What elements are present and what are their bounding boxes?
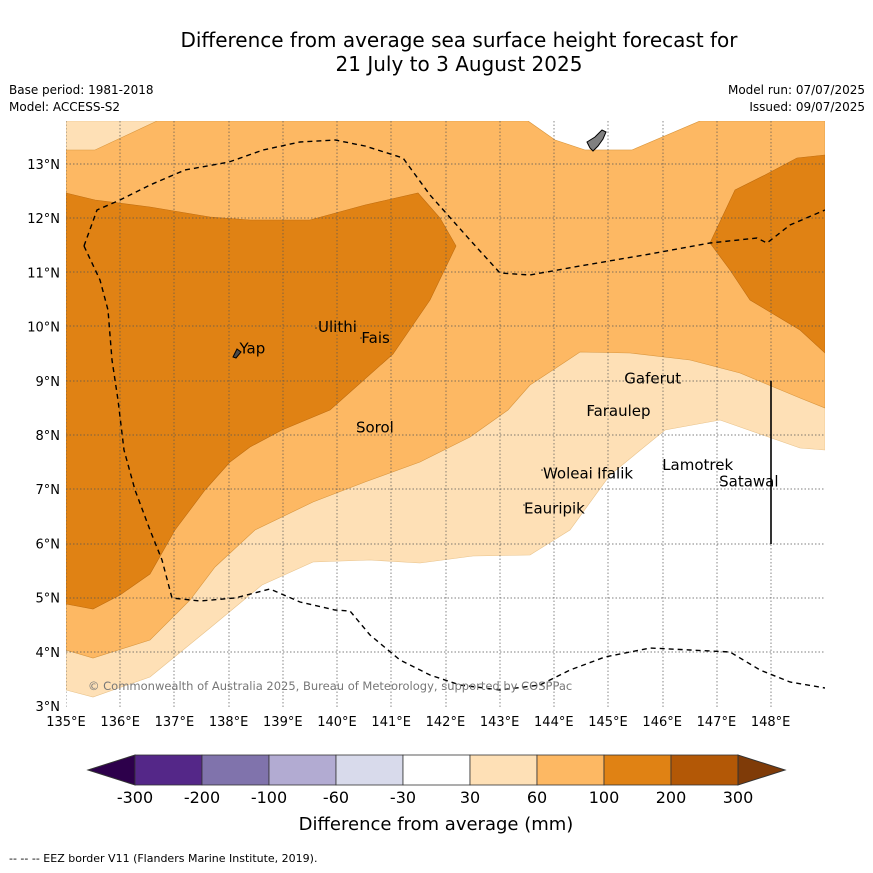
lon-tick-label: 145°E [588, 715, 628, 730]
colorbar: -300 -200 -100 -60 -30 30 60 100 200 300 Differen… [86, 754, 787, 835]
lon-tick-label: 140°E [317, 715, 357, 730]
lat-tick-label: 13°N [27, 158, 60, 173]
colorbar-bin [402, 754, 471, 786]
lat-tick-label: 4°N [36, 646, 61, 661]
meta-left: Base period: 1981-2018 Model: ACCESS-S2 [9, 82, 154, 116]
yap-island [232, 348, 242, 359]
place-label: Yap [238, 340, 265, 358]
contour-band-100-200-west [66, 192, 457, 610]
sorol-marker [357, 427, 359, 429]
faraulep-marker [589, 407, 591, 409]
lat-tick-label: 10°N [27, 321, 60, 336]
base-period: Base period: 1981-2018 [9, 83, 154, 97]
lon-tick-label: 139°E [263, 715, 303, 730]
colorbar-bin [670, 754, 739, 786]
colorbar-tick-label: 100 [589, 788, 620, 807]
colorbar-tick-label: -60 [323, 788, 349, 807]
latitude-axis: 13°N 12°N 11°N 10°N 9°N 8°N 7°N 6°N 5°N 4°N 3°N [27, 158, 60, 715]
title-line-2: 21 July to 3 August 2025 [335, 52, 583, 76]
graticule [66, 121, 825, 707]
place-label: Satawal [719, 472, 778, 490]
lat-tick-label: 12°N [27, 212, 60, 227]
lon-tick-label: 142°E [426, 715, 466, 730]
colorbar-tick-label: -300 [117, 788, 153, 807]
colorbar-bin [335, 754, 404, 786]
colorbar-bin [268, 754, 337, 786]
model-name: Model: ACCESS-S2 [9, 100, 121, 114]
eez-border-line [83, 139, 825, 276]
woleai-marker [544, 469, 546, 471]
eez-legend-note: -- -- -- EEZ border V11 (Flanders Marine… [9, 852, 318, 865]
place-label: Woleai [543, 464, 593, 482]
satawal-marker [719, 481, 721, 483]
lon-tick-label: 141°E [371, 715, 411, 730]
lat-tick-label: 8°N [36, 429, 61, 444]
fais-marker [360, 337, 362, 339]
place-label: Gaferut [624, 370, 681, 388]
lamotrek-marker [663, 465, 665, 467]
lat-tick-label: 9°N [36, 375, 61, 390]
colorbar-bin [603, 754, 672, 786]
lon-tick-label: 138°E [209, 715, 249, 730]
colorbar-ticks: -300 -200 -100 -60 -30 30 60 100 200 300 [117, 788, 753, 807]
place-label: Faraulep [586, 402, 650, 420]
colorbar-bin [536, 754, 605, 786]
place-label: Lamotrek [662, 456, 733, 474]
place-label: Sorol [356, 418, 394, 436]
ifalik-marker [598, 472, 600, 474]
lat-tick-label: 5°N [36, 592, 61, 607]
map-title: Difference from average sea surface heig… [0, 28, 873, 76]
woleai-marker [541, 469, 543, 471]
colorbar-tick-label: -200 [184, 788, 220, 807]
lon-tick-label: 143°E [480, 715, 520, 730]
colorbar-tick-label: -30 [390, 788, 416, 807]
lon-tick-label: 144°E [534, 715, 574, 730]
lat-tick-label: 11°N [27, 266, 60, 281]
longitude-axis: 135°E 136°E 137°E 138°E 139°E 140°E 141°E 142°E… [46, 715, 790, 730]
colorbar-bin [201, 754, 270, 786]
contour-band-100-200-east [709, 154, 825, 354]
colorbar-extend-min [86, 754, 136, 786]
place-label: Ulithi [318, 318, 357, 336]
place-label: Eauripik [524, 500, 585, 518]
place-label: Fais [361, 329, 390, 347]
colorbar-extend-max [737, 754, 787, 786]
colorbar-bin [469, 754, 538, 786]
colorbar-tick-label: -100 [251, 788, 287, 807]
lon-tick-label: 136°E [100, 715, 140, 730]
colorbar-label: Difference from average (mm) [299, 814, 574, 835]
colorbar-tick-label: 200 [656, 788, 687, 807]
lat-tick-label: 3°N [36, 700, 61, 715]
meta-right: Model run: 07/07/2025 Issued: 09/07/2025 [728, 82, 865, 116]
gaferut-marker [626, 374, 628, 376]
lat-tick-label: 7°N [36, 483, 61, 498]
atoll-markers [315, 327, 721, 506]
model-run: Model run: 07/07/2025 [727, 83, 865, 97]
colorbar-tick-label: 300 [723, 788, 754, 807]
eauripik-marker [523, 504, 525, 506]
colorbar-bin [134, 754, 203, 786]
copyright-note: © Commonwealth of Australia 2025, Bureau… [88, 679, 572, 693]
eez-border [83, 139, 825, 691]
eez-border-line [83, 245, 825, 691]
lon-tick-label: 135°E [46, 715, 86, 730]
lon-tick-label: 146°E [642, 715, 682, 730]
guam-island [586, 129, 607, 152]
colorbar-bins [134, 754, 739, 786]
lat-tick-label: 6°N [36, 537, 61, 552]
lon-tick-label: 148°E [751, 715, 791, 730]
ulithi-marker [315, 327, 317, 329]
lon-tick-label: 137°E [155, 715, 195, 730]
title-line-1: Difference from average sea surface heig… [180, 28, 738, 52]
colorbar-tick-label: 60 [527, 788, 547, 807]
colorbar-tick-label: 30 [460, 788, 480, 807]
lon-tick-label: 147°E [697, 715, 737, 730]
issued-date: Issued: 09/07/2025 [749, 100, 865, 114]
place-label: Ifalik [597, 464, 633, 482]
